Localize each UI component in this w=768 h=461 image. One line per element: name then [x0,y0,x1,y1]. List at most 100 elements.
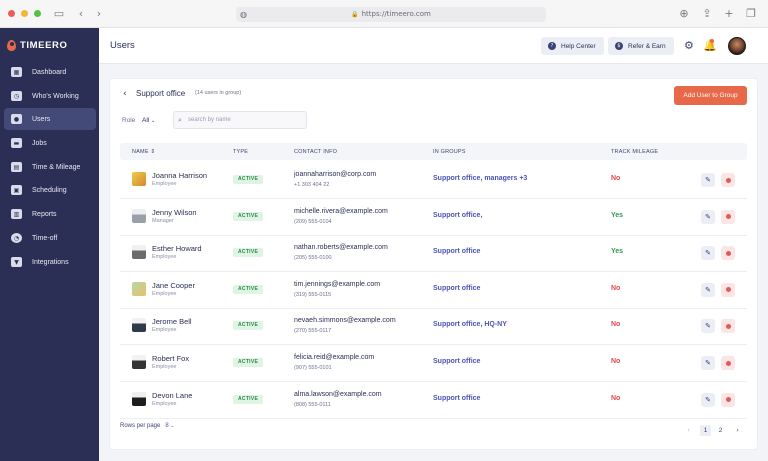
edit-icon[interactable]: ✎ [701,319,715,334]
dollar-icon: $ [615,42,623,50]
track-mileage-value: No [611,321,621,329]
main-content: ‹ Support office (14 users in group) Add… [99,64,768,461]
sidebar-item-dashboard[interactable]: ▦ Dashboard [4,61,96,83]
user-groups-link[interactable]: Support office [433,358,481,365]
user-role: Employee [152,181,177,187]
sidebar-item-users[interactable]: ● Users [4,108,96,130]
minimize-window-button[interactable] [21,10,28,17]
user-groups-link[interactable]: Support office, [433,211,483,219]
edit-icon[interactable]: ✎ [701,282,715,297]
status-badge: ACTIVE [233,284,264,294]
user-name[interactable]: Jerome Bell [152,317,192,327]
search-icon: ⌕ [178,116,182,124]
remove-icon[interactable] [721,209,735,224]
edit-icon[interactable]: ✎ [701,392,715,407]
lock-icon: 🔒 [351,11,359,18]
timesheet-icon: ▤ [11,162,22,172]
role-filter-select[interactable]: All ⌄ [142,117,155,124]
sidebar-item-reports[interactable]: ▥ Reports [4,203,96,225]
sidebar-item-time-mileage[interactable]: ▤ Time & Mileage [4,156,96,178]
column-header-type: TYPE [233,149,249,155]
new-tab-icon[interactable]: + [724,7,734,20]
user-groups-link[interactable]: Support office [433,248,481,256]
remove-icon[interactable] [721,356,735,370]
remove-icon[interactable] [721,392,735,407]
user-email: nathan.roberts@example.com [294,244,388,252]
address-bar[interactable]: ◍ 🔒 https://timeero.com [236,7,546,22]
dashboard-icon: ▦ [11,67,22,77]
user-email: tim.jennings@example.com [294,280,381,288]
remove-icon[interactable] [721,246,735,261]
column-header-name[interactable]: NAME ⇕ [132,149,155,155]
next-page-icon[interactable]: › [736,426,739,434]
user-name[interactable]: Jane Cooper [152,280,195,290]
status-badge: ACTIVE [233,358,264,367]
user-name[interactable]: Joanna Harrison [152,171,208,180]
track-mileage-value: Yes [611,248,624,256]
page-1-button[interactable]: 1 [700,425,711,436]
integrations-icon: ▼ [11,257,22,267]
user-groups-link[interactable]: Support office [433,394,481,402]
sidebar-item-integrations[interactable]: ▼ Integrations [4,251,96,273]
remove-icon[interactable] [721,282,735,297]
forward-arrow-icon[interactable]: › [96,7,102,20]
rows-per-page-value[interactable]: 8 [165,423,169,429]
refer-earn-button[interactable]: $ Refer & Earn [608,37,674,55]
sidebar-toggle-icon[interactable]: ▭ [53,7,65,20]
tabs-overview-icon[interactable]: ❐ [746,7,756,20]
download-icon[interactable]: ⊕ [679,7,689,20]
user-groups-link[interactable]: Support office [433,284,481,292]
status-badge: ACTIVE [233,175,264,184]
timeero-logo[interactable]: TIMEERO [7,38,67,52]
user-name[interactable]: Devon Lane [152,390,193,400]
back-arrow-icon[interactable]: ‹ [123,89,127,99]
avatar [132,355,146,369]
gear-icon[interactable]: ⚙ [684,39,694,52]
maximize-window-button[interactable] [34,10,41,17]
rows-per-page[interactable]: Rows per page 8 ⌄ [120,423,175,429]
remove-icon[interactable] [721,173,735,187]
avatar [132,208,146,223]
table-row: Esther Howard Employee ACTIVE nathan.robert… [120,235,747,273]
group-card: ‹ Support office (14 users in group) Add… [109,78,758,450]
sidebar-item-jobs[interactable]: ▬ Jobs [4,132,96,154]
user-email: michelle.rivera@example.com [294,207,388,215]
search-input[interactable]: ⌕ search by name [173,111,307,129]
sidebar-item-scheduling[interactable]: ▣ Scheduling [4,179,96,201]
user-name[interactable]: Robert Fox [152,354,190,363]
edit-icon[interactable]: ✎ [701,173,715,187]
user-phone: (209) 555-0104 [294,218,332,225]
status-badge: ACTIVE [233,248,264,258]
share-icon[interactable]: ⇪ [702,7,712,20]
user-phone: (808) 555-0111 [294,401,331,408]
column-header-contact: CONTACT INFO [294,149,338,155]
help-center-button[interactable]: ? Help Center [541,37,604,55]
page-2-button[interactable]: 2 [718,427,723,434]
sidebar-item-time-off[interactable]: ◔ Time-off [4,227,96,249]
status-badge: ACTIVE [233,321,264,331]
remove-icon[interactable] [721,319,735,334]
track-mileage-value: No [611,358,621,365]
add-user-to-group-button[interactable]: Add User to Group [674,86,747,105]
edit-icon[interactable]: ✎ [701,356,715,370]
edit-icon[interactable]: ✎ [701,209,715,224]
table-row: Jerome Bell Employee ACTIVE nevaeh.simmons@… [120,308,747,346]
table-row: Joanna Harrison Employee ACTIVE joannaharri… [120,162,747,199]
clock-icon: ◷ [11,91,22,101]
user-phone: +1 303 404 22 [294,182,330,188]
back-arrow-icon[interactable]: ‹ [78,7,84,20]
user-role: Employee [152,400,177,407]
user-groups-link[interactable]: Support office, HQ-NY [433,321,507,329]
avatar[interactable] [728,37,746,55]
close-window-button[interactable] [8,10,15,17]
user-name[interactable]: Jenny Wilson [152,207,197,217]
user-name[interactable]: Esther Howard [152,244,202,254]
user-groups-link[interactable]: Support office, managers +3 [433,175,528,182]
edit-icon[interactable]: ✎ [701,246,715,261]
refer-earn-label: Refer & Earn [628,42,666,50]
user-phone: (270) 555-0117 [294,328,332,335]
avatar [132,318,146,333]
previous-page-icon[interactable]: ‹ [687,426,690,434]
sidebar-item-whos-working[interactable]: ◷ Who's Working [4,85,96,107]
